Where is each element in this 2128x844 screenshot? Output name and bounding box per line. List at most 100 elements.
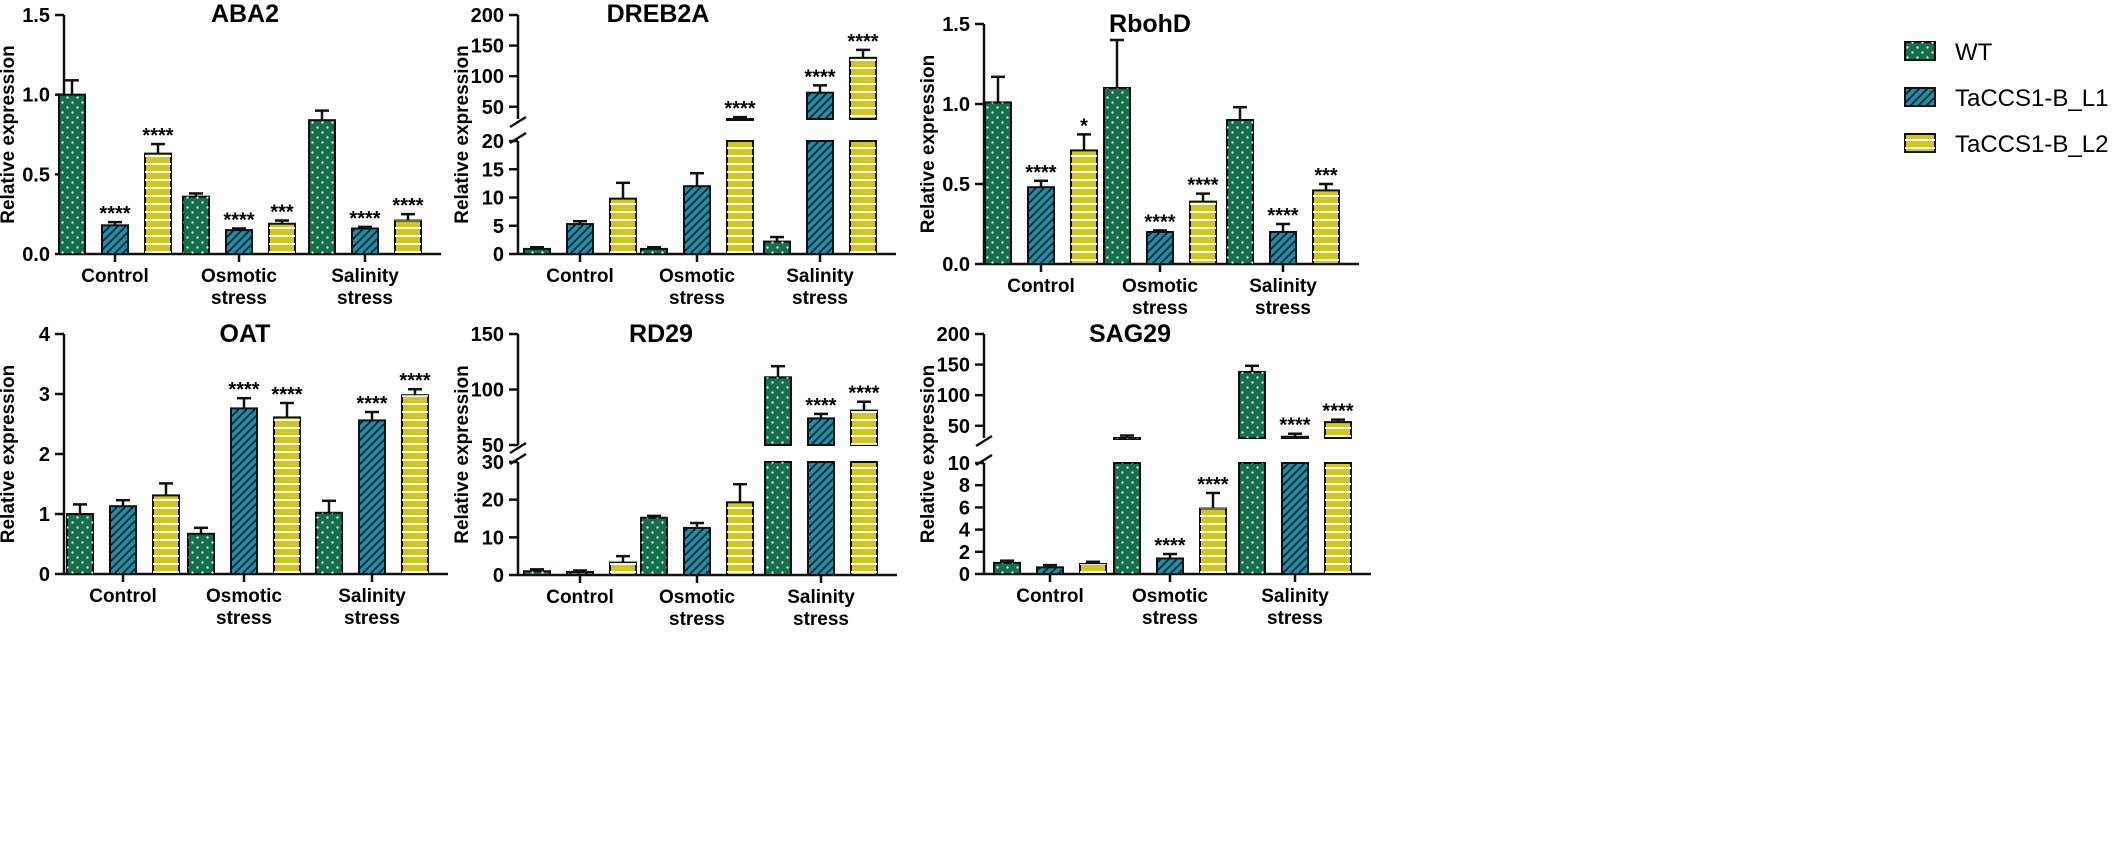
bar-taccs1-b-l1: **** <box>228 379 260 575</box>
y-tick-label: 6 <box>959 497 970 519</box>
bar-pattern <box>1200 508 1226 574</box>
y-tick-label: 1 <box>39 504 50 526</box>
bar-pattern <box>765 377 791 445</box>
significance-label: **** <box>1144 211 1175 233</box>
x-category-label: stress <box>669 288 725 309</box>
significance-label: **** <box>99 203 130 225</box>
bar-wt <box>764 364 792 576</box>
x-category-label: stress <box>344 608 400 629</box>
y-axis-label: Relative expression <box>0 45 19 223</box>
bar-taccs1-b-l2 <box>609 181 637 256</box>
bar-pattern <box>1239 463 1265 574</box>
bar-taccs1-b-l1: **** <box>1279 415 1311 575</box>
bar-taccs1-b-l1 <box>566 569 594 577</box>
legend-swatch-wt-pattern <box>1905 42 1935 60</box>
x-category-label: Osmotic <box>659 266 735 287</box>
bar-wt <box>182 192 210 255</box>
legend-label-l1: TaCCS1-B_L1 <box>1955 85 2108 112</box>
bar-pattern <box>110 506 136 574</box>
bar-wt <box>640 514 668 576</box>
significance-label: *** <box>1314 165 1338 187</box>
y-tick-label: 3 <box>39 384 50 406</box>
y-tick-label: 100 <box>471 66 504 88</box>
bar-pattern <box>183 196 209 254</box>
bar-pattern <box>1239 371 1265 438</box>
y-tick-label: 5 <box>493 216 504 238</box>
bar-pattern <box>610 198 636 254</box>
bar-pattern <box>851 462 877 575</box>
chart-title: SAG29 <box>1089 320 1171 348</box>
bar-pattern <box>231 408 257 574</box>
bar-taccs1-b-l2 <box>609 554 637 577</box>
significance-label: **** <box>1025 162 1056 184</box>
x-category-label: stress <box>793 609 849 630</box>
bar-pattern <box>684 186 710 254</box>
y-tick-label: 0.0 <box>942 254 970 276</box>
chart-title: OAT <box>220 320 271 348</box>
y-tick-label: 0.0 <box>22 244 50 266</box>
y-tick-label: 0 <box>493 565 504 587</box>
x-category-label: stress <box>1132 298 1188 319</box>
axis-break-mark <box>509 115 527 129</box>
legend-label-wt: WT <box>1955 39 1993 66</box>
axis-break-mark <box>509 441 527 455</box>
chart-panel-oat: OAT Relative expression 0 1 2 3 4 Control Osmoti… <box>0 320 448 629</box>
chart-title: ABA2 <box>211 0 279 28</box>
bar-pattern <box>727 502 753 575</box>
significance-label: **** <box>1154 535 1185 557</box>
bar-taccs1-b-l1: **** <box>349 208 381 256</box>
significance-label: **** <box>399 370 430 392</box>
bar-pattern <box>850 57 876 119</box>
bar-pattern <box>402 395 428 574</box>
y-tick-label: 50 <box>948 416 970 438</box>
y-tick-label: 0.5 <box>22 164 50 186</box>
y-tick-label: 4 <box>959 520 971 542</box>
bar-pattern <box>994 562 1020 574</box>
chart-panel-dreb2a: DREB2A Relative expression 0 5 10 15 20 50 100 15… <box>452 0 896 309</box>
legend-entry-wt: WT <box>1904 39 1993 66</box>
x-category-label: Control <box>546 587 614 608</box>
bar-pattern <box>145 153 171 254</box>
bar-pattern <box>807 92 833 119</box>
bar-pattern <box>641 517 667 575</box>
bar-pattern <box>309 120 335 254</box>
y-tick-label: 10 <box>482 188 504 210</box>
significance-label: **** <box>356 393 387 415</box>
bar-taccs1-b-l1: **** <box>223 210 255 256</box>
bar-taccs1-b-l2: **** <box>1187 175 1219 266</box>
y-tick-label: 0.5 <box>942 174 970 196</box>
legend-entry-l2: TaCCS1-B_L2 <box>1904 131 2108 158</box>
bar-pattern <box>764 241 790 254</box>
significance-label: **** <box>223 210 254 232</box>
x-category-label: Control <box>546 266 614 287</box>
x-category-label: stress <box>1255 298 1311 319</box>
significance-label: **** <box>1187 175 1218 197</box>
bar-pattern <box>765 462 791 575</box>
x-category-label: Salinity <box>787 587 855 608</box>
bar-wt <box>1226 105 1254 265</box>
bar-taccs1-b-l2: *** <box>268 202 296 256</box>
bar-wt <box>993 559 1021 576</box>
significance-label: **** <box>142 125 173 147</box>
bar-taccs1-b-l2: * <box>1070 115 1098 265</box>
bar-wt <box>640 245 668 255</box>
bar-taccs1-b-l1: **** <box>1025 162 1057 265</box>
significance-label: **** <box>1322 401 1353 423</box>
bar-pattern <box>1282 463 1308 574</box>
significance-label: **** <box>847 31 878 53</box>
x-category-label: Salinity <box>338 586 406 607</box>
significance-label: **** <box>848 383 879 405</box>
significance-label: **** <box>804 66 835 88</box>
bar-taccs1-b-l2: **** <box>847 31 879 255</box>
significance-label: * <box>1080 115 1088 137</box>
bar-wt <box>984 75 1012 266</box>
bar-pattern <box>985 102 1011 265</box>
y-tick-label: 20 <box>482 131 504 153</box>
y-tick-label: 15 <box>482 159 504 181</box>
x-category-label: stress <box>669 609 725 630</box>
bar-taccs1-b-l1: **** <box>99 203 131 256</box>
y-tick-label: 20 <box>482 490 504 512</box>
